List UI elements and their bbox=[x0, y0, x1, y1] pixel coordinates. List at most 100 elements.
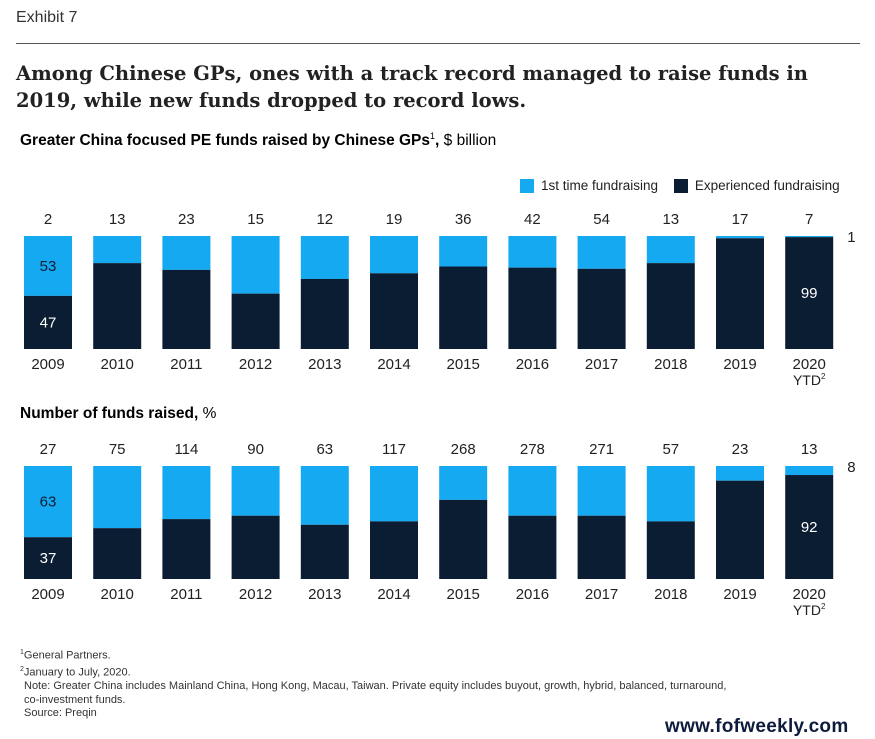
year-label: 2020 bbox=[793, 586, 826, 603]
bar-experienced bbox=[231, 515, 280, 579]
legend-item-first-time: 1st time fundraising bbox=[520, 178, 658, 193]
year-label: 2011 bbox=[170, 356, 202, 373]
bar-first-time bbox=[646, 236, 695, 264]
bar-experienced bbox=[508, 515, 557, 579]
total-label: 23 bbox=[732, 441, 749, 458]
bar-experienced bbox=[370, 521, 418, 579]
total-label: 27 bbox=[40, 441, 57, 458]
bar-experienced bbox=[716, 480, 764, 579]
data-label-experienced: 47 bbox=[40, 314, 57, 331]
year-sublabel: YTD2 bbox=[793, 602, 826, 618]
year-label: 2015 bbox=[447, 586, 480, 603]
year-label: 2014 bbox=[377, 586, 410, 603]
bar-experienced bbox=[439, 266, 488, 349]
bar-first-time bbox=[646, 466, 695, 522]
bar-first-time bbox=[785, 236, 834, 238]
bar-experienced bbox=[716, 238, 764, 349]
year-label: 2013 bbox=[308, 356, 341, 373]
total-label: 36 bbox=[455, 211, 472, 228]
year-label: 2018 bbox=[654, 586, 687, 603]
year-label: 2019 bbox=[723, 356, 756, 373]
bar-experienced bbox=[24, 295, 72, 349]
bar-experienced bbox=[785, 475, 834, 579]
year-label: 2016 bbox=[516, 356, 549, 373]
legend-swatch-first-time bbox=[520, 178, 534, 193]
total-label: 42 bbox=[524, 211, 541, 228]
year-label: 2019 bbox=[723, 586, 756, 603]
bar-experienced bbox=[508, 267, 557, 349]
total-label: 75 bbox=[109, 441, 126, 458]
chart-2-title: Number of funds raised, % bbox=[20, 405, 216, 423]
footnotes: 1General Partners. 2January to July, 202… bbox=[20, 646, 726, 720]
bar-first-time bbox=[93, 466, 142, 529]
bar-first-time bbox=[508, 466, 557, 516]
year-label: 2009 bbox=[31, 586, 64, 603]
bar-first-time bbox=[370, 236, 418, 274]
bar-experienced bbox=[300, 278, 349, 349]
data-label-first-time: 53 bbox=[40, 258, 57, 275]
legend: 1st time fundraising Experienced fundrai… bbox=[520, 178, 852, 196]
bar-experienced bbox=[24, 537, 72, 579]
total-label: 54 bbox=[593, 211, 610, 228]
total-label: 268 bbox=[451, 441, 476, 458]
chart-amount-raised: 2534720091320102320111520121220131920143… bbox=[24, 211, 856, 388]
bar-first-time bbox=[716, 236, 764, 239]
footnote-2: 2January to July, 2020. bbox=[20, 666, 131, 679]
total-label: 278 bbox=[520, 441, 545, 458]
headline: Among Chinese GPs, ones with a track rec… bbox=[16, 62, 808, 112]
year-label: 2009 bbox=[31, 356, 64, 373]
year-sublabel: YTD2 bbox=[793, 372, 826, 388]
bar-first-time bbox=[93, 236, 142, 264]
year-label: 2014 bbox=[377, 356, 410, 373]
year-label: 2020 bbox=[793, 356, 826, 373]
year-label: 2015 bbox=[447, 356, 480, 373]
header-divider bbox=[16, 43, 860, 44]
year-label: 2010 bbox=[101, 586, 134, 603]
bar-first-time bbox=[785, 466, 834, 476]
data-label-experienced: 92 bbox=[801, 519, 818, 536]
bar-first-time bbox=[24, 236, 72, 296]
total-label: 271 bbox=[589, 441, 614, 458]
year-sublabel-footnote: 2 bbox=[821, 372, 826, 381]
bar-experienced bbox=[646, 263, 695, 349]
bar-first-time bbox=[370, 466, 418, 522]
chart-number-of-funds: 27 63 37 2009 75 2010 114 2011 90 2012 63 2013 117 20… bbox=[24, 441, 856, 618]
year-label: 2018 bbox=[654, 356, 687, 373]
bar-first-time bbox=[300, 236, 349, 279]
legend-label-first-time: 1st time fundraising bbox=[541, 178, 659, 193]
chart-1-title-footnote: 1 bbox=[430, 131, 436, 141]
bar-first-time bbox=[439, 466, 488, 500]
year-label: 2012 bbox=[239, 586, 272, 603]
total-label: 90 bbox=[247, 441, 264, 458]
bar-first-time bbox=[231, 236, 280, 294]
total-label: 23 bbox=[178, 211, 195, 228]
year-label: 2016 bbox=[516, 586, 549, 603]
bar-experienced bbox=[370, 273, 418, 349]
watermark: www.fofweekly.com bbox=[665, 716, 849, 737]
bar-experienced bbox=[646, 521, 695, 579]
total-label: 13 bbox=[801, 441, 818, 458]
total-label: 7 bbox=[805, 211, 813, 228]
total-label: 12 bbox=[316, 211, 333, 228]
legend-swatch-experienced bbox=[673, 178, 688, 193]
chart-1-title: Greater China focused PE funds raised by… bbox=[20, 131, 496, 150]
total-label: 63 bbox=[316, 441, 333, 458]
bar-first-time bbox=[162, 236, 211, 270]
chart-1-title-comma: , bbox=[435, 132, 440, 150]
footnote-source: Source: Preqin bbox=[24, 706, 97, 719]
year-label: 2011 bbox=[170, 586, 202, 603]
total-label: 19 bbox=[386, 211, 403, 228]
total-label: 17 bbox=[732, 211, 749, 228]
year-sublabel-footnote: 2 bbox=[821, 602, 826, 611]
bar-first-time bbox=[162, 466, 211, 520]
bar-experienced bbox=[300, 524, 349, 579]
bar-first-time bbox=[577, 466, 626, 516]
chart-1-title-text: Greater China focused PE funds raised by… bbox=[20, 132, 431, 150]
total-label: 57 bbox=[662, 441, 679, 458]
chart-1-unit: $ billion bbox=[439, 132, 497, 150]
bar-experienced bbox=[577, 515, 626, 579]
bar-experienced bbox=[162, 519, 211, 579]
year-label: 2010 bbox=[101, 356, 134, 373]
year-label: 2012 bbox=[239, 356, 272, 373]
total-label: 117 bbox=[382, 441, 406, 458]
